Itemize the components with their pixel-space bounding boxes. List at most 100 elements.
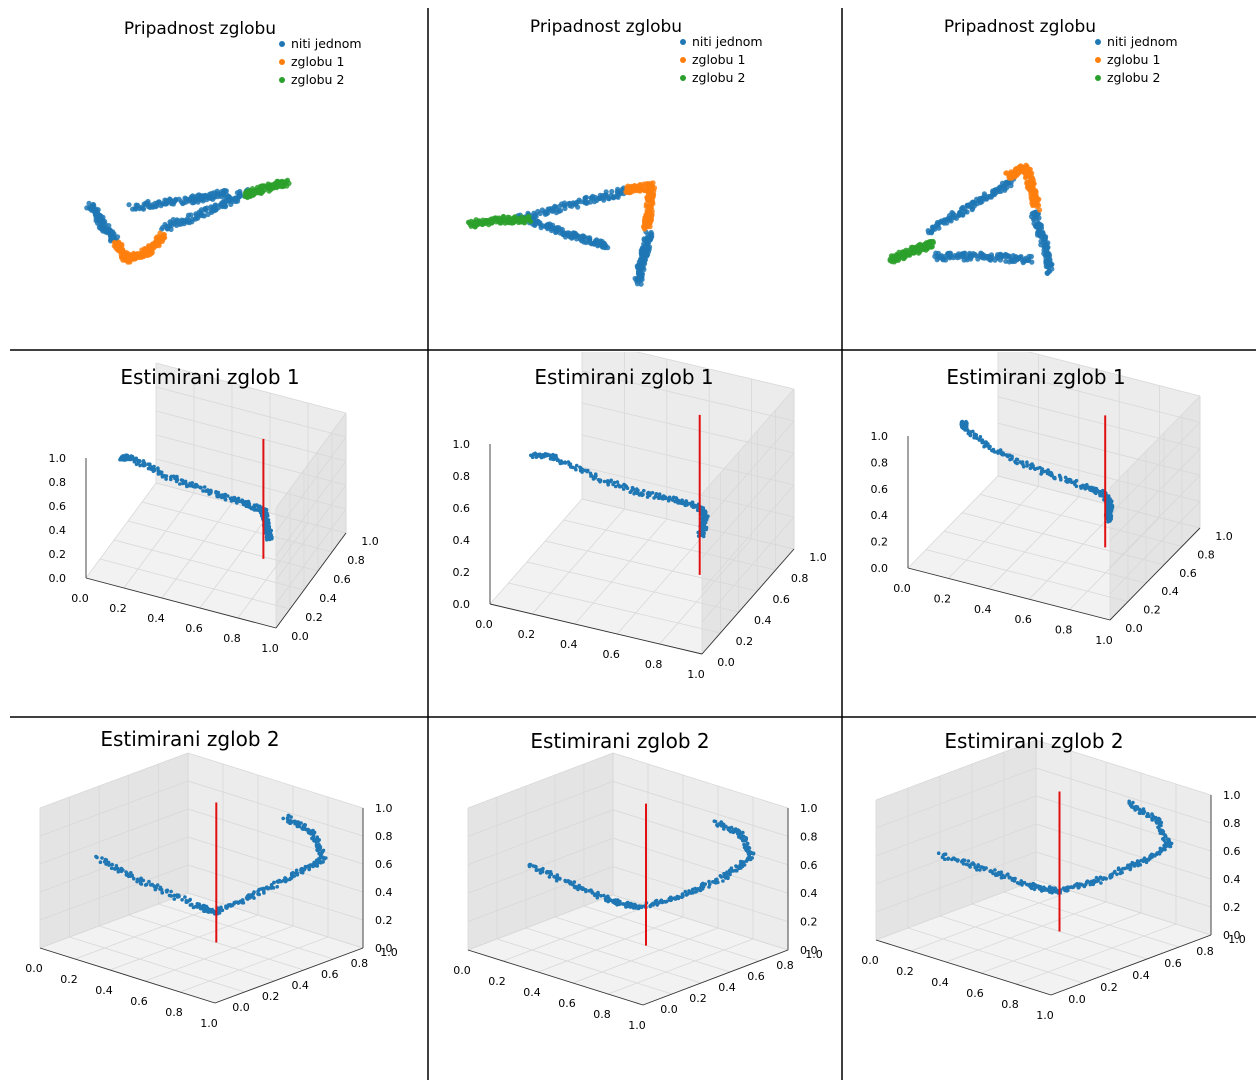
data-point — [1017, 881, 1021, 886]
data-point — [624, 905, 628, 909]
data-point — [718, 874, 723, 878]
data-point — [1096, 489, 1100, 494]
data-point — [1165, 841, 1170, 846]
data-point — [232, 495, 237, 500]
data-point — [590, 193, 596, 199]
grid-line — [1109, 474, 1201, 568]
data-point — [977, 864, 981, 868]
y-axis-line — [1109, 527, 1201, 621]
legend-marker — [279, 41, 285, 47]
data-point — [530, 455, 535, 460]
grid-line — [1109, 448, 1201, 542]
data-point — [601, 241, 607, 247]
data-point — [110, 862, 114, 867]
data-point — [1128, 803, 1133, 808]
data-point — [138, 459, 142, 464]
data-point — [160, 891, 165, 895]
data-point — [707, 885, 711, 889]
y-axis-line — [214, 947, 364, 1004]
data-point — [292, 819, 297, 824]
data-point — [611, 482, 615, 487]
grid-line — [489, 498, 583, 605]
data-point — [505, 219, 511, 225]
data-point — [617, 901, 622, 905]
y-tick-label: 0.0 — [232, 1001, 250, 1014]
data-point — [268, 535, 273, 540]
y-tick-label: 0.4 — [754, 614, 772, 627]
chart-svg: Pripadnost zglobu niti jednom zglobu 1 zglo… — [465, 17, 763, 287]
side-wall-pane — [876, 740, 1036, 940]
x-tick-label: 1.0 — [261, 642, 279, 655]
data-point — [237, 188, 243, 195]
data-point — [145, 198, 151, 205]
data-point — [961, 858, 966, 862]
legend-marker — [680, 57, 686, 63]
data-point — [1006, 454, 1010, 459]
data-point — [281, 816, 286, 821]
data-point — [624, 902, 628, 906]
data-point — [1077, 885, 1081, 889]
grid-line — [1035, 739, 1212, 796]
x-tick-label: 0.8 — [1001, 998, 1019, 1011]
data-point — [141, 463, 146, 468]
grid-line — [123, 492, 195, 589]
data-point — [740, 863, 744, 867]
data-point — [1075, 882, 1079, 886]
data-point — [642, 226, 648, 232]
data-point — [552, 457, 556, 462]
y-axis-line — [701, 548, 795, 655]
data-point — [98, 860, 103, 864]
grid-line — [607, 938, 754, 995]
data-point — [156, 243, 162, 249]
data-point — [992, 187, 998, 193]
data-point — [1012, 877, 1017, 882]
chart-svg: 0.00.00.00.20.20.20.40.40.40.60.60.60.80… — [871, 343, 1233, 647]
data-point — [104, 228, 110, 235]
y-tick-label: 0.8 — [776, 959, 794, 972]
data-point — [568, 880, 573, 884]
data-point — [1004, 170, 1010, 176]
data-point — [982, 867, 986, 872]
data-point — [589, 474, 593, 478]
x-axis-line — [489, 603, 703, 655]
z-tick-label: 0.4 — [49, 524, 67, 537]
data-point — [598, 478, 603, 483]
grid-line — [581, 466, 795, 518]
x-tick-label: 0.0 — [861, 954, 879, 967]
x-tick-label: 1.0 — [628, 1019, 646, 1032]
grid-line — [39, 752, 189, 809]
x-tick-label: 1.0 — [1095, 634, 1113, 647]
data-point — [968, 433, 973, 438]
grid-line — [875, 879, 1037, 941]
data-point — [262, 889, 266, 894]
z-tick-label: 0.4 — [375, 886, 393, 899]
data-point — [591, 477, 596, 481]
data-point — [650, 491, 655, 495]
data-point — [576, 197, 582, 203]
z-tick-label: 0.6 — [800, 859, 818, 872]
data-point — [178, 482, 182, 486]
data-point — [1149, 852, 1154, 857]
x-tick-label: 0.4 — [931, 976, 949, 989]
data-point — [966, 859, 971, 863]
data-point — [621, 902, 625, 906]
data-point — [155, 883, 160, 887]
z-tick-label: 1.0 — [375, 802, 393, 815]
z-tick-label: 0.4 — [453, 534, 471, 547]
y-tick-label: 0.4 — [718, 981, 736, 994]
z-tick-label: 0.2 — [800, 916, 818, 929]
data-point — [993, 868, 997, 872]
data-point — [312, 860, 317, 865]
data-point — [609, 188, 615, 195]
data-point — [731, 869, 735, 873]
grid-line — [467, 781, 614, 837]
data-point — [139, 882, 144, 886]
z-tick-label: 0.8 — [871, 456, 889, 469]
y-tick-label: 0.6 — [333, 573, 351, 586]
data-point — [702, 525, 707, 530]
data-point — [1026, 253, 1032, 259]
grid-line — [109, 914, 259, 971]
data-point — [291, 871, 295, 875]
data-point — [712, 880, 716, 884]
grid-line — [39, 780, 189, 837]
